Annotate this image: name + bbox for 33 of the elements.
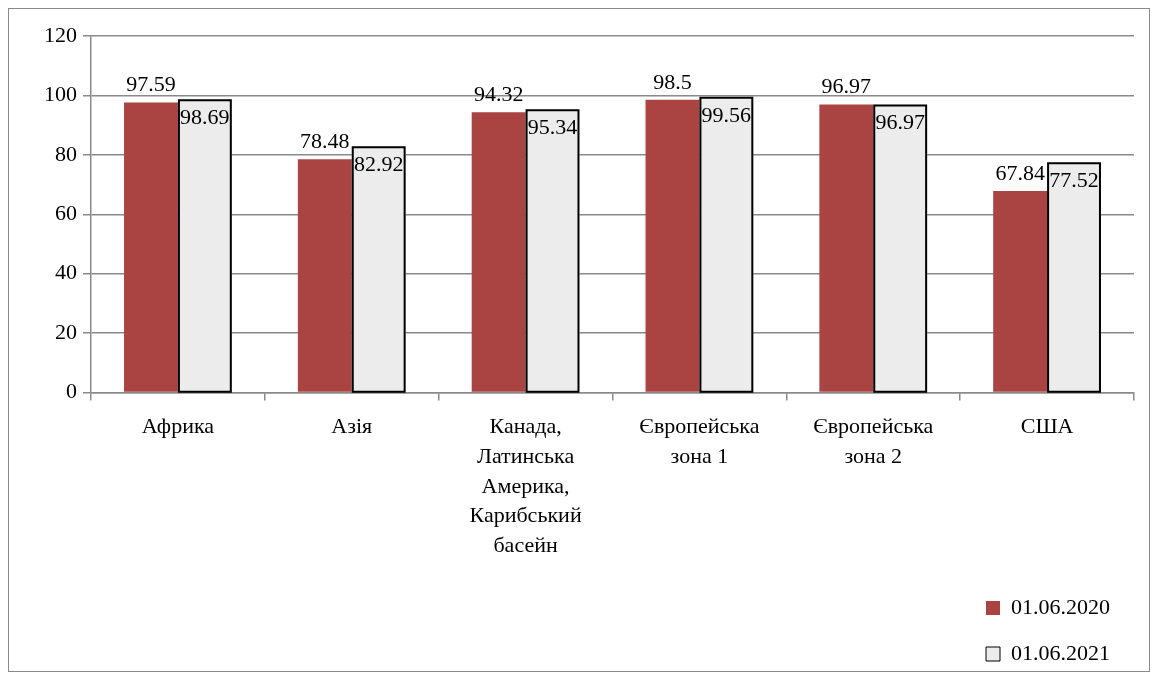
legend-label: 01.06.2020 bbox=[1011, 593, 1110, 619]
bar bbox=[645, 99, 700, 392]
bar bbox=[993, 190, 1048, 392]
x-tick-label: Європейська зона 2 bbox=[813, 413, 934, 468]
data-label: 99.56 bbox=[701, 101, 752, 127]
data-label: 67.84 bbox=[995, 159, 1045, 185]
data-label: 98.5 bbox=[653, 68, 692, 94]
y-tick-label: 80 bbox=[55, 140, 77, 166]
data-label: 78.48 bbox=[300, 128, 350, 154]
y-tick-label: 20 bbox=[55, 318, 77, 344]
y-tick-label: 100 bbox=[44, 81, 77, 107]
data-label: 77.52 bbox=[1049, 166, 1099, 192]
y-tick-label: 0 bbox=[66, 378, 77, 404]
x-tick-label: Африка bbox=[141, 413, 215, 439]
legend-label: 01.06.2021 bbox=[1011, 639, 1110, 665]
y-tick-label: 60 bbox=[55, 200, 77, 226]
x-tick-label: Канада, Латинська Америка, Карибський басейн bbox=[469, 413, 582, 557]
x-tick-label: Азія bbox=[331, 413, 373, 439]
data-label: 95.34 bbox=[527, 114, 578, 140]
bar bbox=[819, 104, 874, 392]
y-tick-label: 120 bbox=[44, 21, 77, 47]
data-label: 82.92 bbox=[353, 150, 404, 176]
bar bbox=[124, 102, 178, 392]
x-tick-label: США bbox=[1020, 413, 1074, 439]
data-label: 96.97 bbox=[821, 73, 872, 99]
y-tick-label: 40 bbox=[55, 259, 77, 285]
x-tick-label: Європейська зона 1 bbox=[639, 413, 760, 468]
data-label: 98.69 bbox=[180, 104, 230, 130]
data-label: 94.32 bbox=[473, 81, 524, 107]
data-label: 97.59 bbox=[126, 71, 176, 97]
bar bbox=[471, 112, 526, 392]
data-label: 96.97 bbox=[875, 109, 925, 135]
bar bbox=[297, 159, 352, 392]
